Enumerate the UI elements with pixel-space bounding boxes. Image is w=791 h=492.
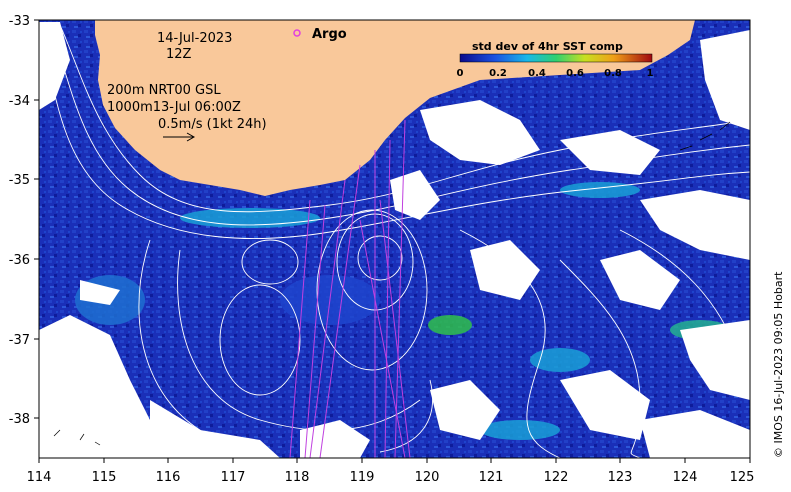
lon-tick-label: 116 (156, 470, 181, 485)
colorbar-tick: 0.2 (489, 68, 507, 79)
plot-border (38, 19, 751, 459)
lon-tick-label: 114 (27, 470, 52, 485)
colorbar-tick: 0.4 (528, 68, 546, 79)
lon-tick-label: 120 (415, 470, 440, 485)
lat-tick-label: -36 (9, 253, 30, 268)
colorbar-title: std dev of 4hr SST comp (472, 40, 623, 53)
lon-tick-label: 119 (350, 470, 375, 485)
x-axis: 114 115 116 117 118 119 120 121 122 123 … (27, 458, 755, 485)
map-date: 14-Jul-2023 (157, 31, 232, 46)
lat-tick-label: -34 (9, 94, 30, 109)
argo-label: Argo (312, 27, 347, 42)
lat-tick-label: -37 (9, 333, 30, 348)
lon-tick-label: 121 (479, 470, 504, 485)
lon-tick-label: 123 (608, 470, 633, 485)
credit-text: © IMOS 16-Jul-2023 09:05 Hobart (772, 271, 785, 458)
map-hour: 12Z (166, 47, 192, 62)
argo-marker (293, 29, 301, 37)
lon-tick-label: 124 (673, 470, 698, 485)
colorbar-gradient (459, 53, 653, 63)
lon-tick-label: 122 (544, 470, 569, 485)
legend-line-2: 1000m13-Jul 06:00Z (107, 100, 241, 115)
colorbar-tick: 0.8 (604, 68, 622, 79)
argo-tracks (289, 119, 411, 458)
colorbar-tick: 0.6 (566, 68, 584, 79)
legend-line-1: 200m NRT00 GSL (107, 83, 221, 98)
lon-tick-label: 115 (92, 470, 117, 485)
lat-tick-label: -33 (9, 14, 30, 29)
legend-line-3: 0.5m/s (1kt 24h) (158, 117, 267, 132)
land-mass (95, 20, 695, 196)
colorbar-tick: 0 (457, 68, 464, 79)
lat-tick-label: -38 (9, 412, 30, 427)
lon-tick-label: 125 (730, 470, 755, 485)
contours (41, 24, 750, 458)
scale-arrow (163, 132, 196, 142)
y-axis: -33 -34 -35 -36 -37 -38 (9, 14, 39, 427)
colorbar: std dev of 4hr SST comp 0 0.2 0.4 0.6 0.… (457, 40, 654, 79)
lon-tick-label: 118 (285, 470, 310, 485)
colorbar-tick: 1 (647, 68, 654, 79)
lon-tick-label: 117 (221, 470, 246, 485)
velocity-arrows (53, 121, 731, 446)
lat-tick-label: -35 (9, 173, 30, 188)
